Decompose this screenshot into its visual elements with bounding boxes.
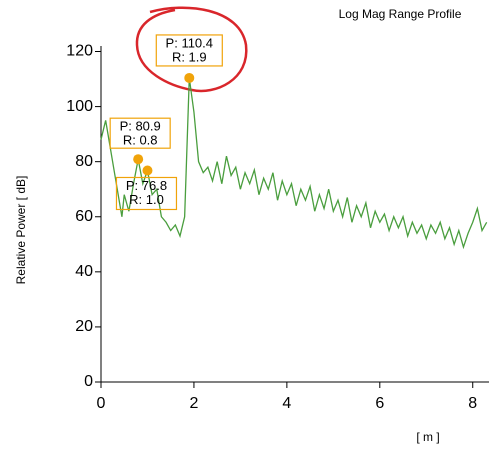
data-line [100,77,488,250]
y-axis-label: Relative Power [ dB] [14,176,28,285]
y-tick-label: 40 [75,263,93,280]
peak-marker [133,154,144,165]
x-tick-label: 8 [468,395,477,412]
peak-p-label: P: 76.8 [126,178,167,193]
peak-r-label: R: 0.8 [123,133,158,148]
peak-label-box [155,34,223,67]
peak-label-box [115,176,178,211]
y-tick-label: 20 [75,318,93,335]
y-tick-label: 60 [75,208,93,225]
y-tick-label: 80 [75,153,93,170]
y-tick-label: 0 [84,373,93,390]
peak-p-label: P: 80.9 [120,119,161,134]
x-tick-label: 2 [189,395,198,412]
peak-p-label: P: 110.4 [166,35,213,50]
peak-marker [184,72,195,83]
peak-marker [142,165,153,176]
y-tick-label: 100 [66,98,93,115]
x-tick-label: 4 [282,395,291,412]
peak-r-label: R: 1.0 [129,192,164,207]
highlight-circle [135,6,248,93]
peak-r-label: R: 1.9 [172,49,207,64]
x-axis-label: [ m ] [416,430,439,444]
y-tick-label: 120 [66,43,93,60]
x-tick-label: 0 [97,395,106,412]
chart-title: Log Mag Range Profile [339,7,462,21]
peak-label-box [109,117,171,149]
x-tick-label: 6 [375,395,384,412]
